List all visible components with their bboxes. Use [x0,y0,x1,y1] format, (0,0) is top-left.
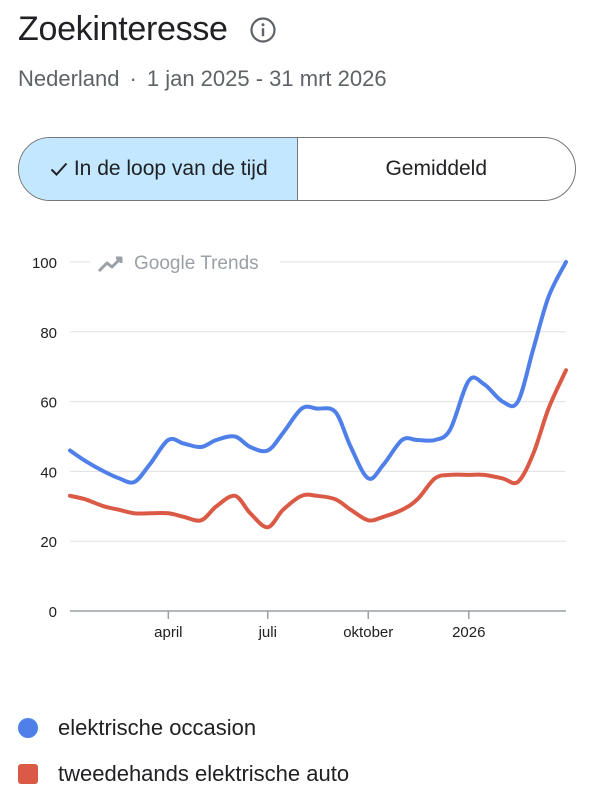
legend-swatch-series-2 [18,764,38,784]
y-tick-label: 40 [40,464,57,481]
date-range-label: 1 jan 2025 - 31 mrt 2026 [146,66,387,91]
y-tick-label: 80 [40,325,57,342]
average-label: Gemiddeld [385,157,488,180]
watermark-text: Google Trends [134,253,259,274]
trends-arrow-icon [97,256,123,273]
separator: · [129,66,137,91]
y-tick-label: 60 [40,395,57,412]
title-row: Zoekinteresse [18,10,278,49]
check-icon [48,158,70,180]
info-icon[interactable] [248,15,278,45]
chart-area: Google Trends 0 20 40 60 80 100 april juli oktob… [0,230,600,650]
legend-item-series-1[interactable]: elektrische occasion [18,705,349,751]
view-toggle: In de loop van de tijd Gemiddeld [18,137,576,201]
series-line-1 [68,260,568,485]
line-chart: Google Trends 0 20 40 60 80 100 april juli oktob… [32,248,568,641]
y-tick-label: 0 [49,604,57,621]
region-label: Nederland [18,66,120,91]
over-time-label: In de loop van de tijd [73,157,268,180]
x-tick-label: oktober [343,624,393,641]
legend-swatch-series-1 [18,718,38,738]
x-tick-label: 2026 [452,624,485,641]
over-time-button[interactable]: In de loop van de tijd [19,138,298,200]
y-tick-label: 20 [40,534,57,551]
watermark: Google Trends [90,248,280,276]
page-title: Zoekinteresse [18,10,228,48]
legend-label-series-2: tweedehands elektrische auto [58,761,350,786]
series-line-2 [68,368,568,530]
x-tick-label: april [154,624,182,641]
x-tick-label: juli [258,624,277,641]
legend: elektrische occasion tweedehands elektri… [18,705,349,797]
legend-item-series-2[interactable]: tweedehands elektrische auto [18,751,349,797]
subtitle: Nederland · 1 jan 2025 - 31 mrt 2026 [18,66,387,92]
y-tick-label: 100 [32,255,57,272]
average-button[interactable]: Gemiddeld [298,138,576,200]
legend-label-series-1: elektrische occasion [58,715,257,740]
